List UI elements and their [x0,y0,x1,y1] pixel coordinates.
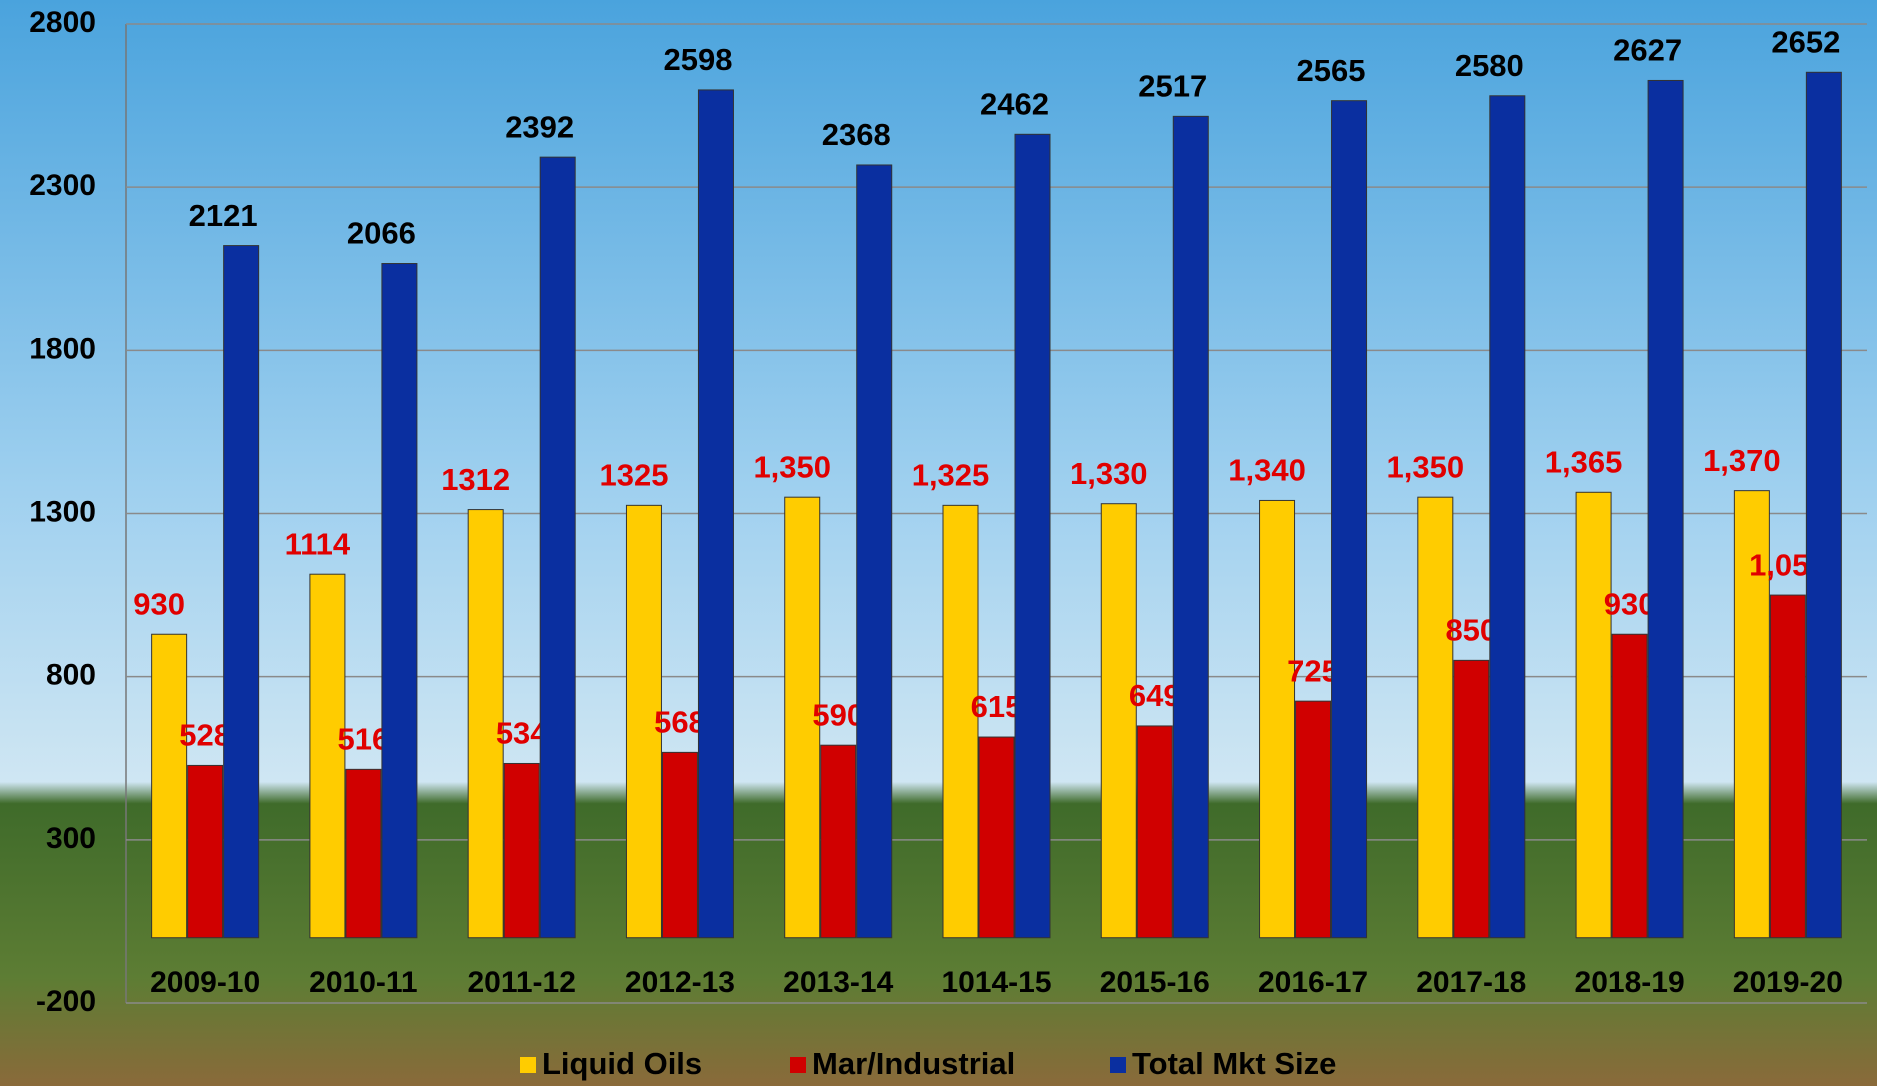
bar [1805,71,1842,939]
bar [1769,594,1806,939]
x-tick-label: 2015-16 [1100,966,1210,999]
value-label: 1312 [441,462,510,497]
legend-swatch [520,1057,536,1073]
y-tick-label: 300 [46,822,96,855]
value-label: 2627 [1613,33,1682,68]
value-label: 2066 [347,216,416,251]
y-tick-label: -200 [36,985,96,1018]
bar [1014,133,1051,939]
value-label: 1,365 [1545,444,1623,479]
value-label: 1,350 [1387,449,1465,484]
bar [151,633,188,939]
value-label: 2462 [980,86,1049,121]
y-tick-label: 2300 [29,169,96,202]
bar [309,573,346,939]
x-tick-label: 1014-15 [941,966,1051,999]
bar [187,764,224,939]
bar [381,263,418,939]
legend-label: Mar/Industrial [812,1046,1015,1081]
bar [978,736,1015,939]
y-tick-label: 2800 [29,6,96,39]
value-label: 2652 [1771,24,1840,59]
value-label: 2565 [1297,53,1366,88]
y-tick-label: 1800 [29,332,96,365]
value-label: 1114 [285,526,351,561]
y-tick-label: 1300 [29,495,96,528]
x-tick-label: 2010-11 [309,966,417,999]
bar [223,245,260,939]
value-label: 528 [179,718,231,753]
value-label: 2517 [1138,69,1207,104]
legend-label: Total Mkt Size [1132,1046,1336,1081]
bar [345,768,382,939]
bar [1417,496,1454,939]
legend-label: Liquid Oils [542,1046,702,1081]
x-tick-label: 2017-18 [1416,966,1526,999]
value-label: 568 [654,705,706,740]
value-label: 930 [1604,586,1656,621]
x-tick-label: 2011-12 [467,966,575,999]
value-label: 590 [812,697,864,732]
bar [1259,499,1296,939]
y-tick-label: 800 [46,659,96,692]
bar [820,744,857,939]
value-label: 534 [496,716,548,751]
value-label: 1,330 [1070,456,1148,491]
value-label: 930 [133,586,185,621]
value-label: 725 [1287,653,1339,688]
x-tick-label: 2013-14 [783,966,893,999]
bar [1172,115,1209,939]
value-label: 2121 [189,198,258,233]
legend-swatch [1110,1057,1126,1073]
value-label: 1325 [599,458,668,493]
bar [1489,95,1526,939]
bar [625,504,662,939]
bar [1647,79,1684,939]
bar [856,164,893,939]
value-label: 1,370 [1703,443,1781,478]
value-label: 1,325 [912,458,990,493]
value-label: 615 [971,689,1023,724]
bar [1100,503,1137,939]
value-label: 2392 [505,109,574,144]
x-tick-label: 2018-19 [1575,966,1685,999]
bar [503,762,540,939]
value-label: 649 [1129,678,1181,713]
bar [1575,491,1612,939]
value-label: 2368 [822,117,891,152]
value-label: 2598 [663,42,732,77]
value-label: 850 [1445,613,1497,648]
bar [1331,100,1368,939]
value-label: 516 [338,722,390,757]
x-tick-label: 2016-17 [1258,966,1368,999]
value-label: 1,350 [753,449,831,484]
legend-swatch [790,1057,806,1073]
bar [467,509,504,939]
bar [539,156,576,939]
bar [1453,659,1490,939]
x-tick-label: 2012-13 [625,966,735,999]
x-tick-label: 2009-10 [150,966,260,999]
bar [1611,633,1648,939]
bar [942,504,979,939]
bar [661,751,698,939]
bar [784,496,821,939]
value-label: 2580 [1455,48,1524,83]
bar [1295,700,1332,939]
bar [1733,490,1770,939]
value-label: 1,340 [1228,453,1306,488]
x-tick-label: 2019-20 [1733,966,1843,999]
bar [697,89,734,939]
bar [1136,725,1173,939]
